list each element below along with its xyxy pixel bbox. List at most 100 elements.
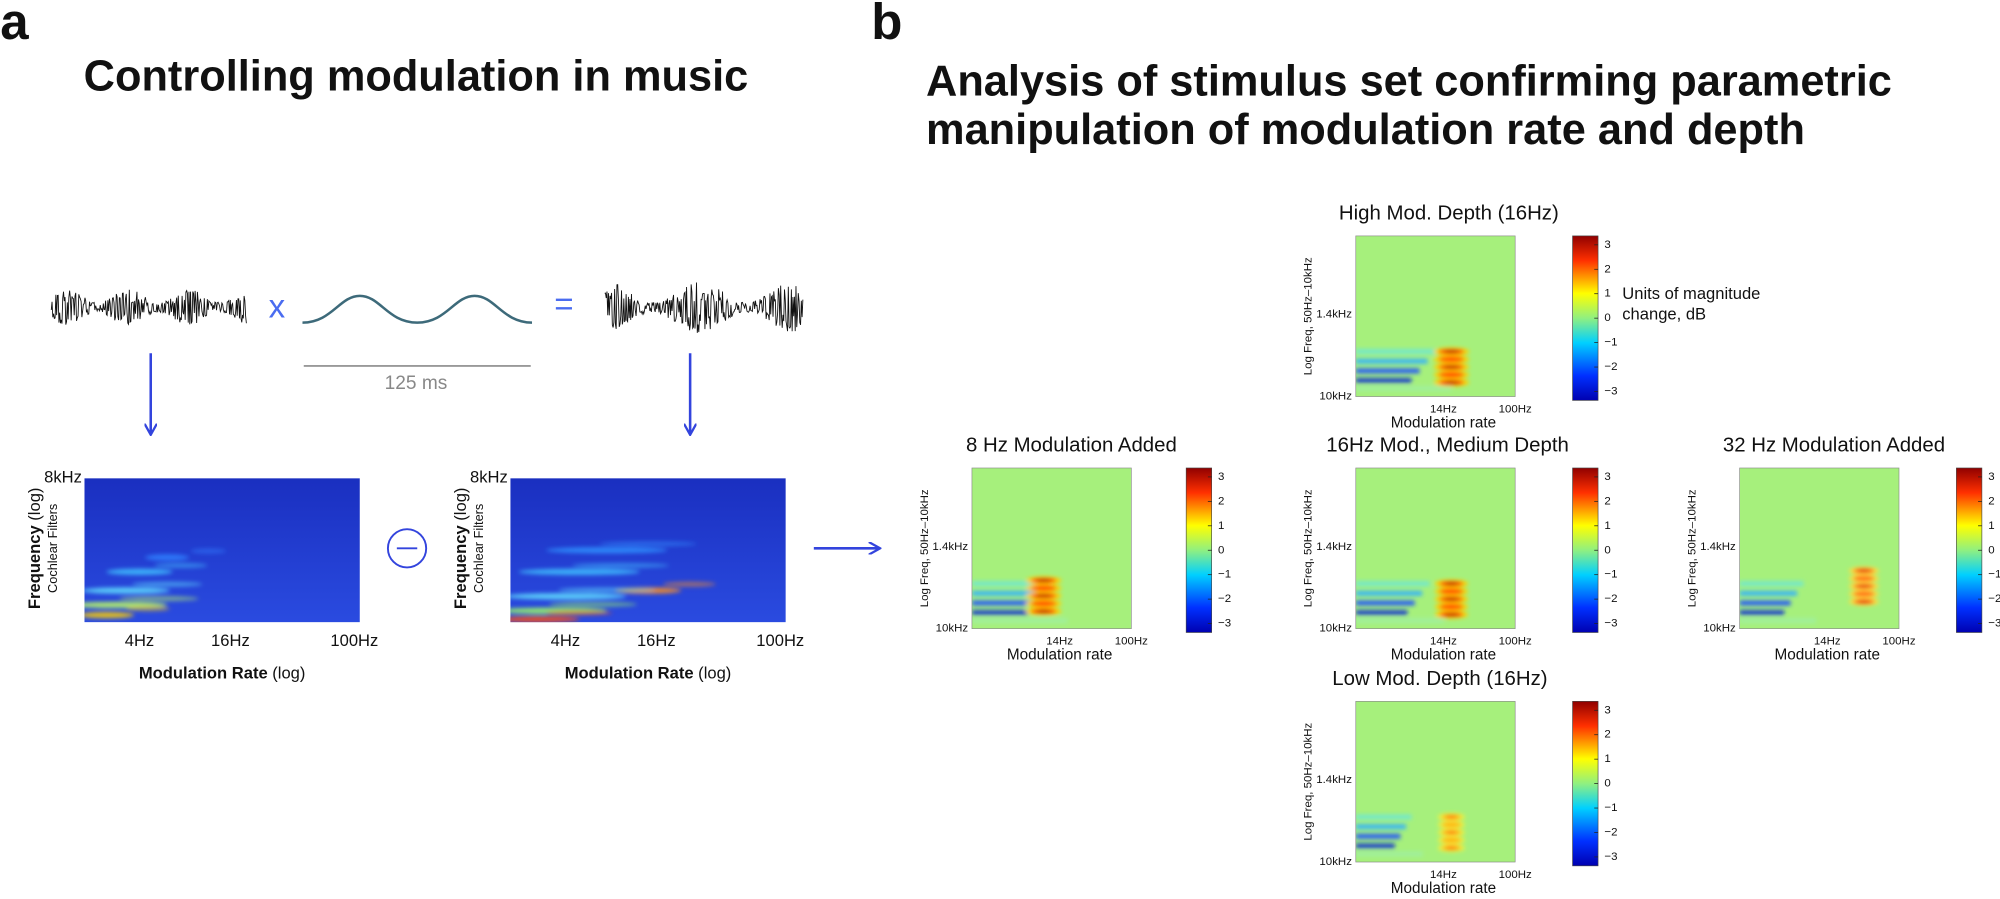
x-tick-label: 100Hz [1882, 635, 1915, 647]
y-top-label: 8kHz [44, 468, 82, 487]
colorbar [1572, 467, 1599, 633]
colorbar-label: Units of magnitude [1622, 284, 1760, 303]
colorbar-tick-label: −3 [1604, 851, 1617, 863]
blob [1853, 591, 1875, 597]
x-tick-label: 14Hz [1046, 635, 1073, 647]
streak [190, 548, 226, 554]
stripe [1355, 349, 1436, 355]
colorbar-tick-label: 1 [1604, 520, 1610, 532]
plot-title: 8 Hz Modulation Added [966, 435, 1177, 457]
colorbar-tick-label: −2 [1604, 361, 1617, 373]
blob [1857, 584, 1871, 588]
blob [1444, 612, 1459, 617]
x-tick-label: 16Hz [211, 631, 250, 650]
colorbar-tick-label: 3 [1604, 239, 1610, 251]
blob [1443, 365, 1460, 369]
colorbar-tick-label: −3 [1988, 618, 2000, 630]
stripe [1355, 385, 1452, 392]
colorbar-tick-label: −1 [1218, 569, 1231, 581]
y-tick-label: 10kHz [1703, 623, 1736, 635]
colorbar [1572, 701, 1599, 867]
stripe [1739, 618, 1817, 624]
stripe [971, 590, 1044, 596]
blob [1030, 601, 1057, 607]
colorbar-tick-label: 0 [1604, 312, 1610, 324]
waveform [50, 289, 247, 326]
y-axis-label-bold: Frequency [25, 525, 44, 610]
stripe [971, 600, 1036, 606]
blob [1444, 597, 1459, 601]
stripe [1355, 833, 1401, 839]
blob [1438, 372, 1465, 378]
heatmap-frame [1355, 235, 1516, 397]
colorbar-tick-label: 1 [1604, 753, 1610, 765]
colorbar-tick-label: 3 [1988, 471, 1994, 483]
colorbar-tick-label: 0 [1604, 778, 1610, 790]
x-tick-label: 16Hz [637, 631, 676, 650]
operator: x [269, 288, 286, 325]
stripe [1355, 610, 1408, 616]
stripe [1355, 843, 1395, 849]
heatmap [1355, 467, 1516, 629]
heatmap [1355, 235, 1516, 397]
heatmap-frame [1739, 467, 1900, 629]
y-axis-label: Log Freq, 50Hz–10kHz [919, 489, 931, 607]
colorbar-tick-label: 3 [1604, 471, 1610, 483]
heatmap [1355, 701, 1516, 863]
streak [510, 593, 626, 600]
x-tick-label: 14Hz [1430, 869, 1457, 881]
x-axis-label: Modulation rate [1391, 646, 1496, 663]
streak [510, 616, 580, 623]
streak [154, 562, 208, 569]
blob [1441, 822, 1462, 828]
y-tick-label: 1.4kHz [1700, 541, 1736, 553]
y-top-label: 8kHz [470, 468, 508, 487]
x-tick-label: 14Hz [1430, 403, 1457, 415]
colorbar-tick-label: 0 [1604, 544, 1610, 556]
blob [1438, 356, 1465, 362]
colorbar-tick-label: 0 [1988, 544, 1994, 556]
colorbar-tick-label: −2 [1604, 827, 1617, 839]
blob [1445, 815, 1458, 819]
stripe [1355, 590, 1423, 596]
x-axis-label: Modulation rate [1391, 880, 1496, 897]
heatmap-frame [1355, 701, 1516, 863]
heatmap-blobs [971, 576, 1068, 624]
blob [1443, 350, 1460, 354]
blob [1857, 569, 1871, 573]
stripe [1355, 824, 1406, 830]
colorbar-tick-label: −2 [1988, 593, 2000, 605]
panel-title: Analysis of stimulus set confirming para… [926, 58, 1892, 106]
x-tick-label: 100Hz [1499, 635, 1532, 647]
x-tick-label: 100Hz [330, 631, 378, 650]
x-tick-label: 100Hz [1499, 403, 1532, 415]
x-axis-label-rest: (log) [698, 664, 731, 683]
blob [1853, 575, 1875, 582]
stripe [1355, 851, 1423, 857]
y-tick-label: 10kHz [1319, 391, 1352, 403]
stripe [1739, 610, 1785, 616]
blob [1444, 582, 1459, 586]
colorbar [1185, 467, 1212, 633]
colorbar-tick-label: 2 [1218, 495, 1224, 507]
y-axis-label-rest: (log) [451, 488, 470, 521]
blob [1030, 585, 1057, 591]
minus-circle [386, 528, 428, 569]
spectrogram-streaks [510, 541, 716, 623]
x-axis-label-rest: (log) [272, 664, 305, 683]
stripe [1355, 581, 1430, 587]
colorbar-tick-label: 1 [1218, 520, 1224, 532]
colorbar-tick-label: −3 [1604, 386, 1617, 398]
y-tick-label: 1.4kHz [932, 541, 968, 553]
blob [1036, 609, 1052, 613]
duration-label: 125 ms [385, 373, 448, 394]
colorbar [1956, 467, 1983, 633]
heatmap [1739, 467, 1899, 629]
colorbar-tick-label: −3 [1604, 618, 1617, 630]
y-tick-label: 10kHz [1319, 856, 1352, 868]
colorbar-tick-label: −3 [1218, 618, 1231, 630]
heatmap-frame [971, 467, 1132, 629]
colorbar-tick-label: 2 [1604, 729, 1610, 741]
stripe [971, 581, 1052, 587]
